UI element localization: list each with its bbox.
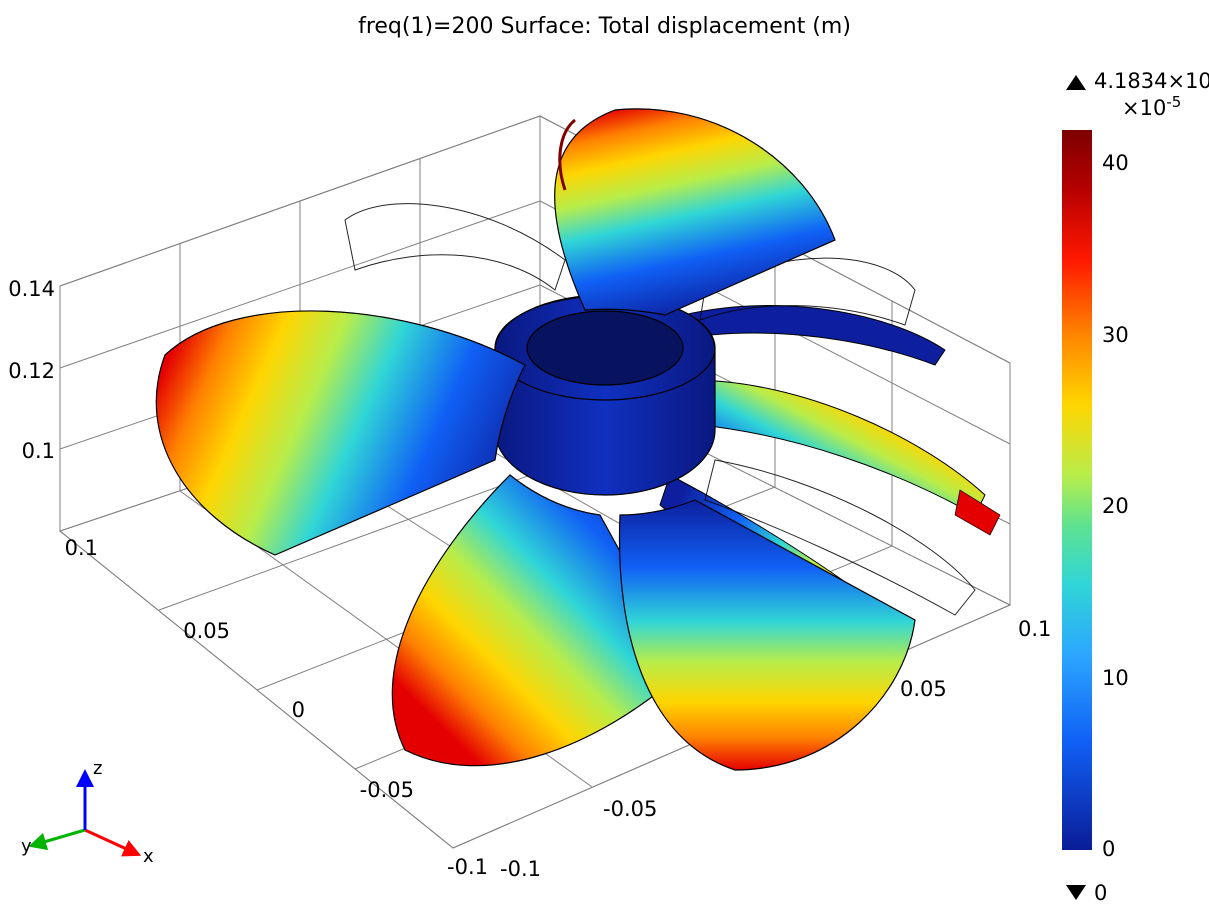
- svg-text:0: 0: [1102, 837, 1115, 861]
- svg-text:40: 40: [1102, 151, 1129, 175]
- blade-left-big: [156, 311, 525, 555]
- colorbar-max-marker: [1066, 75, 1086, 90]
- svg-text:0.05: 0.05: [183, 619, 230, 643]
- svg-text:-0.05: -0.05: [360, 778, 414, 802]
- z-axis-labels: 0.14 0.12 0.1: [8, 277, 55, 463]
- triad-y-axis: [37, 830, 85, 844]
- svg-text:0.1: 0.1: [22, 439, 55, 463]
- triad-y-label: y: [21, 836, 32, 857]
- colorbar-min-marker: [1066, 885, 1086, 900]
- blade-front-center: [619, 500, 915, 770]
- svg-text:0.1: 0.1: [1018, 617, 1051, 641]
- triad-x-label: x: [143, 846, 154, 867]
- svg-text:10: 10: [1102, 666, 1129, 690]
- colorbar-max-label: 4.1834×10-4: [1094, 66, 1209, 93]
- svg-text:0.1: 0.1: [65, 536, 98, 560]
- colorbar-gradient: [1062, 130, 1092, 850]
- colorbar-ticks: 40 30 20 10 0: [1102, 151, 1129, 861]
- plot-area: freq(1)=200 Surface: Total displacement …: [0, 0, 1209, 907]
- svg-text:-0.1: -0.1: [447, 855, 488, 879]
- svg-text:0.12: 0.12: [8, 359, 55, 383]
- colorbar-scale-label: ×10-5: [1122, 93, 1181, 120]
- impeller[interactable]: [156, 109, 1000, 770]
- triad-x-axis: [85, 830, 133, 852]
- colorbar[interactable]: 4.1834×10-4 ×10-5 40 30 20 10 0 0: [1062, 66, 1209, 905]
- triad-z-label: z: [93, 758, 102, 779]
- axis-triad[interactable]: x y z: [21, 758, 154, 867]
- svg-text:-0.05: -0.05: [603, 797, 657, 821]
- colorbar-min-label: 0: [1094, 881, 1107, 905]
- svg-text:30: 30: [1102, 323, 1129, 347]
- plot-svg[interactable]: 0.14 0.12 0.1 0.1 0.05 0 -0.05 -0.1 0.1 …: [0, 0, 1209, 907]
- svg-text:0: 0: [292, 698, 305, 722]
- blade-top: [555, 109, 835, 315]
- svg-text:-0.1: -0.1: [500, 857, 541, 881]
- svg-text:0.05: 0.05: [900, 677, 947, 701]
- svg-text:20: 20: [1102, 494, 1129, 518]
- hub: [495, 295, 715, 495]
- svg-text:0.14: 0.14: [8, 277, 55, 301]
